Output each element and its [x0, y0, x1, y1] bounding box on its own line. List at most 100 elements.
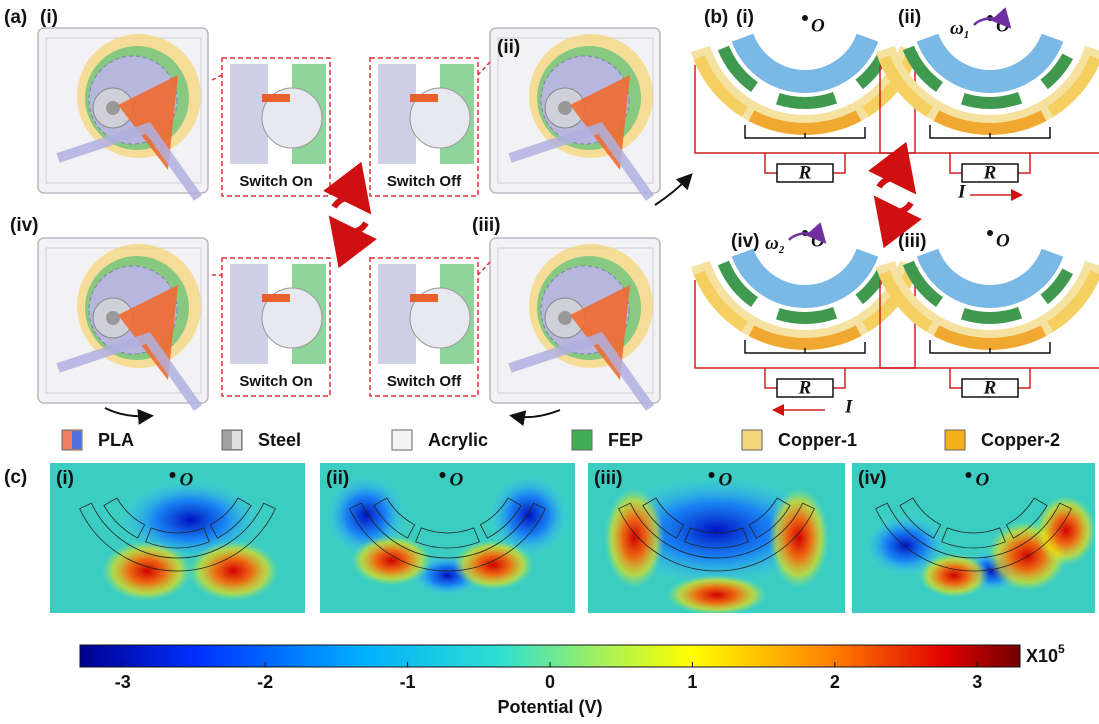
legend-swatch-shade — [72, 431, 81, 449]
panel-label: (b) — [704, 7, 728, 28]
speed-symbol: ω — [765, 233, 779, 254]
device-label: (iv) — [10, 215, 39, 236]
center-dot — [987, 230, 993, 236]
shaft — [106, 101, 120, 115]
map-label: (iv) — [858, 468, 887, 489]
device — [38, 238, 208, 408]
legend-swatch-shade — [752, 431, 761, 449]
center-label: O — [450, 469, 464, 490]
speed-subscript: 1 — [964, 29, 970, 41]
legend-swatch-shade — [955, 431, 964, 449]
center-dot — [709, 472, 715, 478]
current-label: I — [844, 396, 853, 417]
potential-blob — [667, 575, 767, 615]
state-label: (ii) — [898, 7, 921, 28]
device-label: (iii) — [472, 215, 501, 236]
inset-label: Switch Off — [387, 173, 462, 190]
speed-subscript: 2 — [778, 244, 785, 256]
potential-blob — [604, 488, 664, 588]
center-dot — [170, 472, 176, 478]
legend-label: Copper-2 — [981, 430, 1060, 450]
rotation-arrow — [105, 408, 150, 416]
panel-label: (a) — [4, 7, 27, 28]
legend-swatch-shade — [232, 431, 241, 449]
device-label: (ii) — [497, 37, 520, 58]
center-label: O — [976, 469, 990, 490]
resistor-label: R — [983, 162, 997, 183]
cycle-arrow — [334, 198, 364, 207]
panel-label: (c) — [4, 467, 27, 488]
colorbar-tick-label: 3 — [972, 672, 982, 692]
fep-segment — [961, 307, 1022, 324]
copper1-segment — [1047, 270, 1099, 331]
center-dot — [802, 15, 808, 21]
colorbar-tick-label: 1 — [687, 672, 697, 692]
potential-blob — [919, 554, 989, 598]
colorbar-tick-label: 0 — [545, 672, 555, 692]
inset-label: Switch On — [239, 173, 312, 190]
legend-label: Acrylic — [428, 430, 488, 450]
colorbar-tick-label: -2 — [257, 672, 273, 692]
potential-map — [320, 463, 575, 613]
copper1-segment — [1047, 55, 1099, 116]
scale-exponent: 5 — [1058, 642, 1065, 656]
inset-label: Switch Off — [387, 373, 462, 390]
resistor-label: R — [798, 162, 812, 183]
scale-base: X10 — [1026, 646, 1058, 666]
shaft — [106, 311, 120, 325]
potential-blob — [769, 488, 829, 588]
legend-swatch-shade — [402, 431, 411, 449]
legend-swatch-shade — [582, 431, 591, 449]
legend-label: Steel — [258, 430, 301, 450]
center-label: O — [180, 469, 194, 490]
leader-line — [478, 62, 490, 75]
map-label: (i) — [56, 468, 74, 489]
colorbar-tick-label: -1 — [400, 672, 416, 692]
resistor-label: R — [798, 377, 812, 398]
device — [38, 28, 208, 198]
map-label: (ii) — [326, 468, 349, 489]
device-label: (i) — [40, 7, 58, 28]
figure: (a) (i) (ii) (iv) (iii) Switch On Switch Off Sw… — [0, 0, 1099, 724]
center-label: O — [996, 230, 1010, 251]
inset-pin — [262, 294, 290, 302]
inset-pin — [410, 94, 438, 102]
legend-label: Copper-1 — [778, 430, 857, 450]
leader-line — [478, 262, 490, 275]
cycle-arrow — [881, 203, 911, 212]
center-dot — [966, 472, 972, 478]
potential-blob — [453, 540, 533, 590]
current-label: I — [957, 181, 966, 202]
map-label: (iii) — [594, 468, 623, 489]
device — [490, 238, 660, 408]
angular-speed: ω1 — [950, 18, 969, 40]
angular-speed: ω2 — [765, 233, 785, 255]
center-dot — [440, 472, 446, 478]
cycle-arrow — [336, 223, 366, 232]
inset-pin — [410, 294, 438, 302]
fep-segment — [961, 92, 1022, 109]
leader-line — [212, 75, 222, 80]
legend-label: FEP — [608, 430, 643, 450]
state-label: (iii) — [898, 231, 927, 252]
potential-map — [852, 463, 1096, 613]
cycle-arrow — [879, 178, 909, 187]
potential-blob — [189, 541, 279, 601]
colorbar-label: Potential (V) — [497, 697, 602, 717]
state-label: (i) — [736, 7, 754, 28]
rotation-arrow — [513, 410, 560, 417]
state-label: (iv) — [731, 231, 760, 252]
colorbar-scale: X105 — [1026, 642, 1065, 666]
speed-symbol: ω — [950, 18, 964, 39]
center-label: O — [719, 469, 733, 490]
colorbar-tick-label: 2 — [830, 672, 840, 692]
inset-pin — [262, 94, 290, 102]
potential-map — [588, 463, 845, 615]
center-label: O — [811, 15, 825, 36]
colorbar-tick-label: -3 — [115, 672, 131, 692]
legend-label: PLA — [98, 430, 134, 450]
resistor-label: R — [983, 377, 997, 398]
fep-segment — [776, 92, 837, 109]
potential-map — [50, 463, 305, 613]
fep-segment — [776, 307, 837, 324]
